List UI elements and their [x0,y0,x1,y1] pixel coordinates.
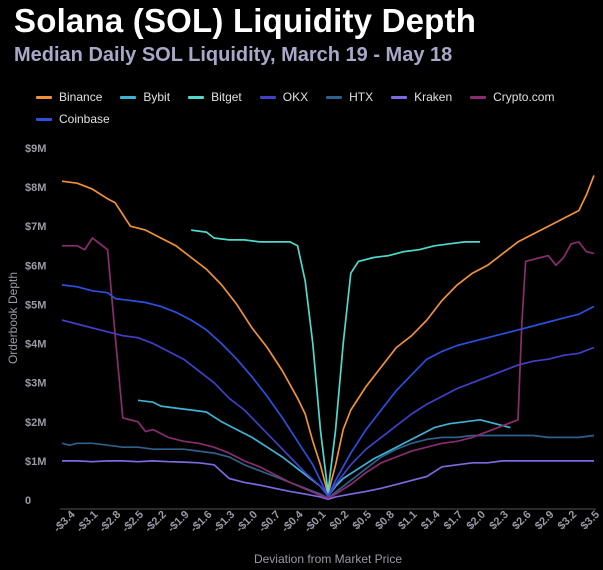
y-tick-label: $1M [25,456,46,468]
legend-label: Kraken [414,90,453,104]
x-tick-label: $2.3 [487,509,511,533]
x-tick-label: $0.5 [350,509,374,533]
x-tick-label: -$2.8 [97,509,123,535]
x-tick-label: $0.2 [328,509,352,533]
legend-item-crypto-com[interactable]: Crypto.com [470,90,554,104]
x-axis-label: Deviation from Market Price [254,552,402,566]
x-tick-label: $1.7 [442,509,466,533]
legend-label: Bybit [143,90,171,104]
x-tick-label: $1.1 [396,509,420,533]
series-line-coinbase [61,284,595,497]
x-tick-label: -$1.9 [166,509,192,535]
x-tick-label: -$1.0 [234,509,260,535]
legend-label: Crypto.com [493,90,555,104]
x-tick-label: $1.4 [419,508,443,532]
series-line-okx [61,319,595,497]
legend-item-kraken[interactable]: Kraken [391,90,452,104]
x-tick-label: -$3.4 [52,508,79,535]
legend-swatch [36,117,52,121]
legend-item-okx[interactable]: OKX [259,90,309,104]
x-tick-label: $2.9 [533,509,557,533]
legend-label: OKX [282,90,309,104]
x-tick-label: $3.2 [556,509,580,533]
x-tick-label: -$3.1 [74,509,100,535]
legend-label: Binance [59,90,103,104]
legend-item-bitget[interactable]: Bitget [188,90,242,104]
legend-item-bybit[interactable]: Bybit [120,90,170,104]
x-tick-label: $0.8 [373,509,397,533]
x-tick-label: -$2.5 [120,509,146,535]
chart-title: Solana (SOL) Liquidity Depth [14,2,477,39]
series-line-binance [61,175,595,495]
y-tick-label: $4M [25,339,46,351]
series-line-crypto-com [62,237,595,499]
chart-subtitle: Median Daily SOL Liquidity, March 19 - M… [14,44,453,66]
x-tick-label: -$0.1 [302,509,328,535]
legend-swatch [188,95,205,99]
legend-swatch [326,95,343,99]
legend-swatch [470,95,487,99]
x-tick-label: -$0.7 [257,509,283,535]
y-axis-label: Orderbook Depth [6,272,20,364]
legend-swatch [259,95,276,99]
legend-item-binance[interactable]: Binance [36,90,102,104]
y-tick-label: $6M [25,260,46,272]
y-tick-label: $9M [25,143,46,155]
legend-item-coinbase[interactable]: Coinbase [36,112,110,126]
x-tick-label: $2.6 [510,509,534,533]
x-tick-label: -$1.6 [188,509,214,535]
legend-label: Coinbase [59,112,110,126]
legend-swatch [391,95,408,99]
series-lines [61,175,595,501]
series-line-kraken [62,460,594,501]
x-tick-label: -$1.3 [211,509,237,535]
y-tick-label: $7M [25,221,46,233]
legend-label: Bitget [211,90,242,104]
legend-swatch [36,95,52,99]
legend-swatch [120,95,137,99]
legend-label: HTX [349,90,374,104]
y-tick-label: 0 [25,495,31,507]
x-tick-label: -$0.4 [280,508,307,535]
y-tick-label: $2M [25,417,46,429]
y-axis-ticks: 0 $1M $2M $3M $4M $5M $6M $7M $8M $9M [25,143,46,507]
y-tick-label: $3M [25,378,46,390]
chart-legend: Binance Bybit Bitget OKX HTX Kraken Crypto.com… [36,90,596,126]
series-line-bitget [191,229,480,494]
legend-item-htx[interactable]: HTX [326,90,373,104]
x-tick-label: $2.0 [464,509,488,533]
y-tick-label: $8M [25,182,46,194]
x-tick-label: $3.5 [578,509,602,533]
x-tick-label: -$2.2 [143,509,169,535]
x-axis-ticks: -$3.4-$3.1-$2.8-$2.5-$2.2-$1.9-$1.6-$1.3… [52,508,603,535]
y-tick-label: $5M [25,299,46,311]
